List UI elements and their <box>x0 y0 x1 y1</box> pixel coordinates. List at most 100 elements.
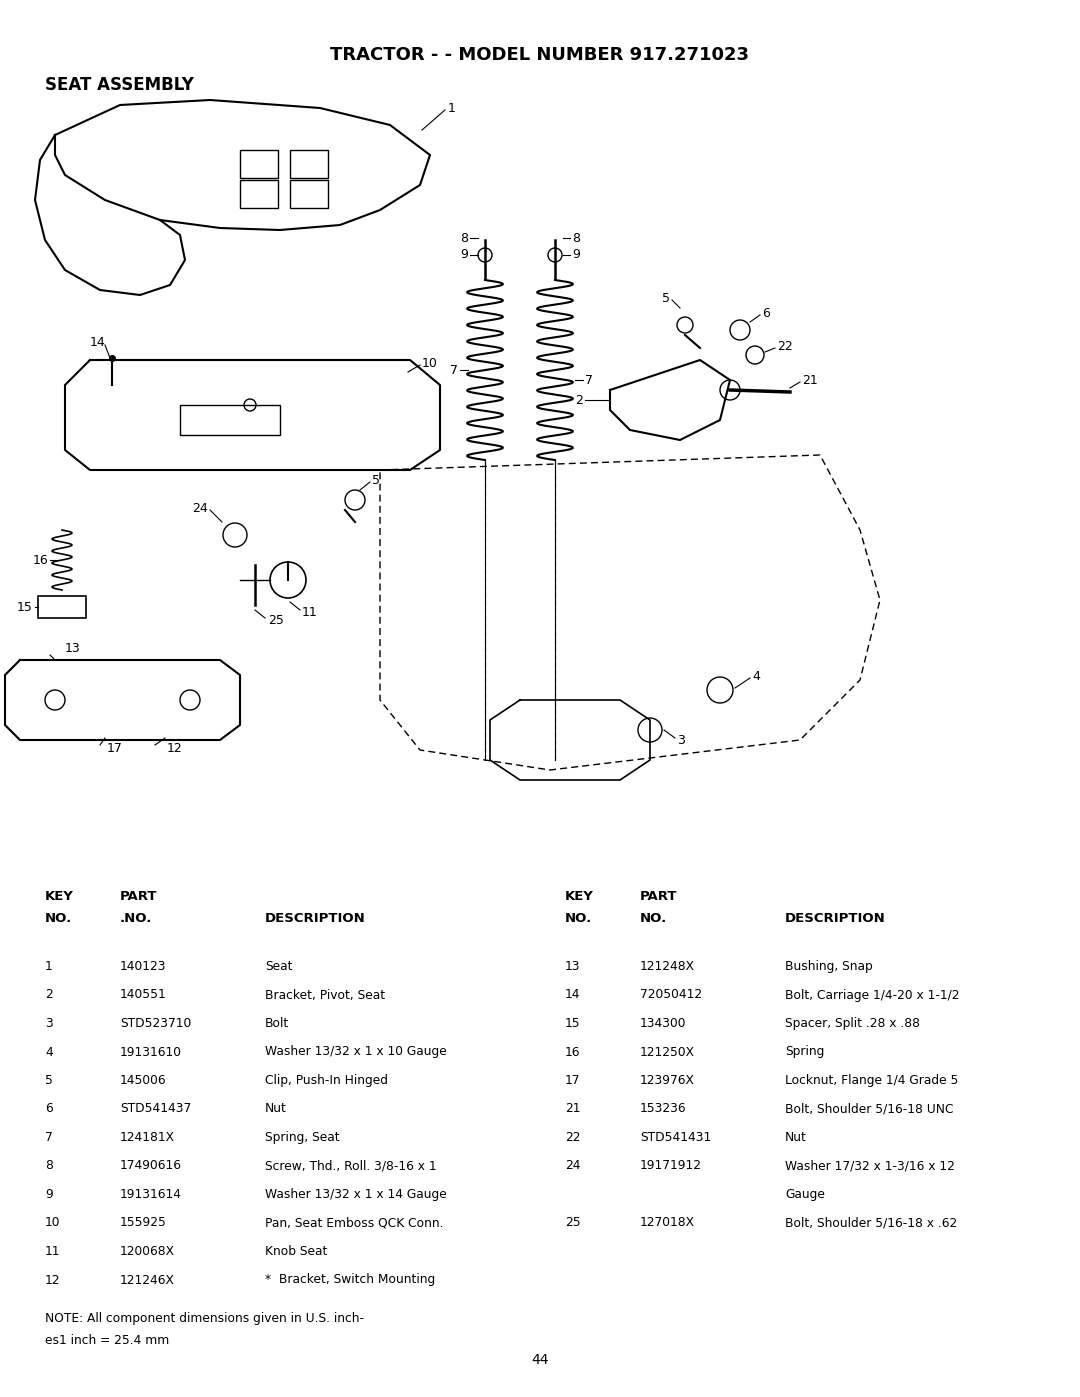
Text: 5: 5 <box>45 1074 53 1087</box>
Text: Bolt, Shoulder 5/16-18 UNC: Bolt, Shoulder 5/16-18 UNC <box>785 1102 954 1115</box>
Text: 3: 3 <box>45 1017 53 1030</box>
Text: NOTE: All component dimensions given in U.S. inch-: NOTE: All component dimensions given in … <box>45 1312 364 1324</box>
Text: 5: 5 <box>662 292 670 305</box>
Text: 17: 17 <box>107 742 123 754</box>
Text: 6: 6 <box>762 306 770 320</box>
Text: 7: 7 <box>45 1132 53 1144</box>
Text: 3: 3 <box>677 733 685 746</box>
Bar <box>291 149 328 177</box>
Text: Bushing, Snap: Bushing, Snap <box>785 960 873 972</box>
Text: 145006: 145006 <box>120 1074 166 1087</box>
Text: NO.: NO. <box>565 912 592 925</box>
Text: Washer 13/32 x 1 x 10 Gauge: Washer 13/32 x 1 x 10 Gauge <box>265 1045 447 1059</box>
Text: 121246X: 121246X <box>120 1274 175 1287</box>
Text: 8: 8 <box>45 1160 53 1172</box>
Text: .NO.: .NO. <box>120 912 152 925</box>
Text: 1: 1 <box>448 102 456 115</box>
Text: NO.: NO. <box>640 912 667 925</box>
Text: 25: 25 <box>565 1217 581 1229</box>
Text: 21: 21 <box>565 1102 581 1115</box>
Text: 1: 1 <box>45 960 53 972</box>
Text: Bracket, Pivot, Seat: Bracket, Pivot, Seat <box>265 989 386 1002</box>
Text: 121248X: 121248X <box>640 960 696 972</box>
Bar <box>291 180 328 208</box>
Text: Gauge: Gauge <box>785 1187 825 1201</box>
Text: Bolt, Carriage 1/4-20 x 1-1/2: Bolt, Carriage 1/4-20 x 1-1/2 <box>785 989 959 1002</box>
Text: 22: 22 <box>565 1132 581 1144</box>
Text: 155925: 155925 <box>120 1217 167 1229</box>
Text: 13: 13 <box>65 641 81 655</box>
Text: 19131610: 19131610 <box>120 1045 183 1059</box>
Text: 121250X: 121250X <box>640 1045 696 1059</box>
Text: 4: 4 <box>45 1045 53 1059</box>
Text: Locknut, Flange 1/4 Grade 5: Locknut, Flange 1/4 Grade 5 <box>785 1074 958 1087</box>
Text: es1 inch = 25.4 mm: es1 inch = 25.4 mm <box>45 1334 170 1347</box>
Text: Bolt, Shoulder 5/16-18 x .62: Bolt, Shoulder 5/16-18 x .62 <box>785 1217 957 1229</box>
Text: 2: 2 <box>576 394 583 407</box>
Text: Seat: Seat <box>265 960 293 972</box>
Text: Spring, Seat: Spring, Seat <box>265 1132 339 1144</box>
Text: STD541431: STD541431 <box>640 1132 712 1144</box>
Text: 153236: 153236 <box>640 1102 687 1115</box>
Bar <box>180 405 280 434</box>
Text: 9: 9 <box>572 249 580 261</box>
Bar <box>240 180 278 208</box>
Text: 9: 9 <box>460 249 468 261</box>
Text: 13: 13 <box>565 960 581 972</box>
Text: KEY: KEY <box>45 890 73 902</box>
Text: 124181X: 124181X <box>120 1132 175 1144</box>
Text: 123976X: 123976X <box>640 1074 694 1087</box>
Text: STD523710: STD523710 <box>120 1017 191 1030</box>
Text: 12: 12 <box>167 742 183 754</box>
Text: 22: 22 <box>777 339 793 352</box>
Text: 14: 14 <box>565 989 581 1002</box>
Text: 11: 11 <box>45 1245 60 1259</box>
Text: Nut: Nut <box>265 1102 287 1115</box>
Text: 8: 8 <box>572 232 580 244</box>
Text: SEAT ASSEMBLY: SEAT ASSEMBLY <box>45 75 194 94</box>
Text: 127018X: 127018X <box>640 1217 696 1229</box>
Text: 9: 9 <box>45 1187 53 1201</box>
Text: 8: 8 <box>460 232 468 244</box>
Text: DESCRIPTION: DESCRIPTION <box>785 912 886 925</box>
Text: 120068X: 120068X <box>120 1245 175 1259</box>
Text: STD541437: STD541437 <box>120 1102 191 1115</box>
Text: DESCRIPTION: DESCRIPTION <box>265 912 366 925</box>
Text: 5: 5 <box>372 474 380 486</box>
Bar <box>38 597 86 617</box>
Text: NO.: NO. <box>45 912 72 925</box>
Text: 24: 24 <box>565 1160 581 1172</box>
Text: 21: 21 <box>802 373 818 387</box>
Text: 10: 10 <box>45 1217 60 1229</box>
Text: Clip, Push-In Hinged: Clip, Push-In Hinged <box>265 1074 388 1087</box>
Text: 2: 2 <box>45 989 53 1002</box>
Text: 15: 15 <box>565 1017 581 1030</box>
Text: 17: 17 <box>565 1074 581 1087</box>
Text: Spring: Spring <box>785 1045 824 1059</box>
Text: TRACTOR - - MODEL NUMBER 917.271023: TRACTOR - - MODEL NUMBER 917.271023 <box>330 46 750 64</box>
Text: 17490616: 17490616 <box>120 1160 183 1172</box>
Text: 72050412: 72050412 <box>640 989 702 1002</box>
Text: 19131614: 19131614 <box>120 1187 183 1201</box>
Text: 14: 14 <box>90 335 106 348</box>
Text: Spacer, Split .28 x .88: Spacer, Split .28 x .88 <box>785 1017 920 1030</box>
Text: Pan, Seat Emboss QCK Conn.: Pan, Seat Emboss QCK Conn. <box>265 1217 444 1229</box>
Text: Washer 13/32 x 1 x 14 Gauge: Washer 13/32 x 1 x 14 Gauge <box>265 1187 447 1201</box>
Text: 11: 11 <box>302 605 318 619</box>
Text: 10: 10 <box>422 356 437 369</box>
Text: Washer 17/32 x 1-3/16 x 12: Washer 17/32 x 1-3/16 x 12 <box>785 1160 955 1172</box>
Text: 140551: 140551 <box>120 989 166 1002</box>
Text: Nut: Nut <box>785 1132 807 1144</box>
Text: 7: 7 <box>585 373 593 387</box>
Text: 25: 25 <box>268 613 284 626</box>
Text: PART: PART <box>120 890 158 902</box>
Text: Knob Seat: Knob Seat <box>265 1245 327 1259</box>
Text: KEY: KEY <box>565 890 594 902</box>
Text: Bolt: Bolt <box>265 1017 289 1030</box>
Text: Screw, Thd., Roll. 3/8-16 x 1: Screw, Thd., Roll. 3/8-16 x 1 <box>265 1160 436 1172</box>
Text: 16: 16 <box>565 1045 581 1059</box>
Text: PART: PART <box>640 890 677 902</box>
Text: 19171912: 19171912 <box>640 1160 702 1172</box>
Text: *  Bracket, Switch Mounting: * Bracket, Switch Mounting <box>265 1274 435 1287</box>
Bar <box>240 149 278 177</box>
